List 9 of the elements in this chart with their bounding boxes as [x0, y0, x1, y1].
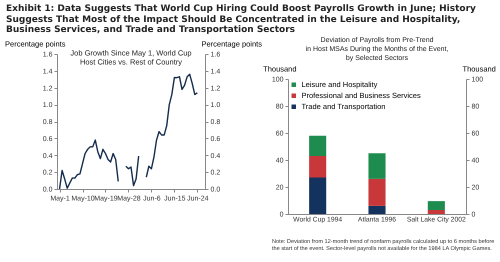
text: Exhibit 1: Data Suggests That World Cup Hiring Could Boost Payrolls Growth in June; History Suggests That Most of the Impact Should Be Concentrated in the Leisure and Hospitality, Business Services, and Trade and Transportation Sectors — [5, 3, 477, 36]
bar — [309, 155, 326, 178]
bar — [368, 178, 386, 206]
bar — [428, 209, 445, 214]
bar — [368, 152, 386, 178]
bar — [309, 177, 326, 214]
bar — [428, 200, 445, 210]
bar — [368, 205, 386, 214]
bar — [309, 135, 326, 156]
